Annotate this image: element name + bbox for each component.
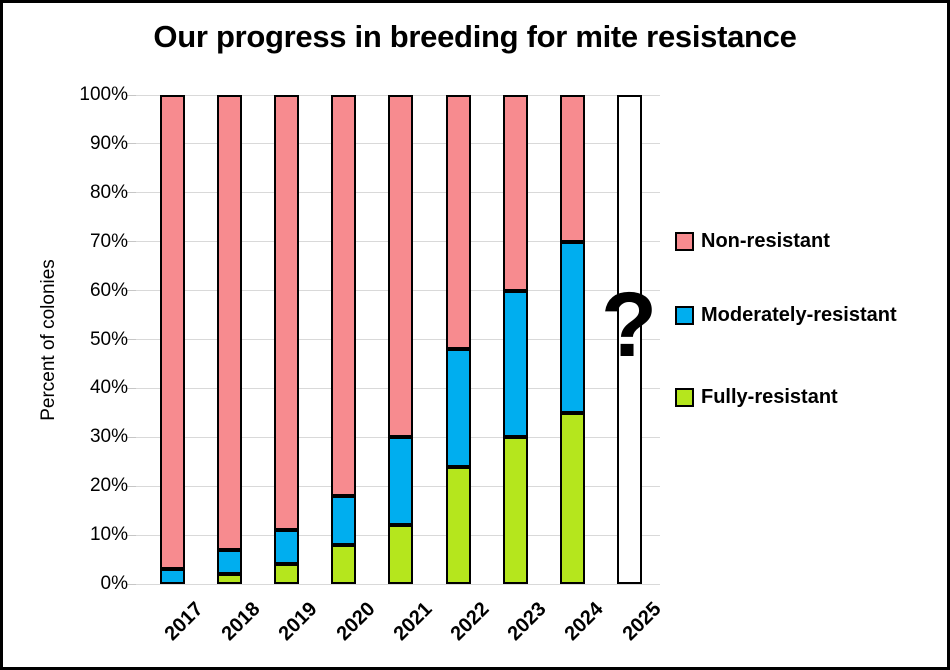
bar-segment-fully-resistant bbox=[559, 412, 585, 584]
bar-segment-moderately-resistant bbox=[445, 349, 471, 467]
legend-item: Non-resistant bbox=[675, 229, 830, 253]
question-mark-annotation: ? bbox=[600, 274, 658, 376]
x-axis-tick-label: 2023 bbox=[503, 598, 551, 646]
y-axis-tick-label: 100% bbox=[79, 84, 128, 105]
legend-item: Moderately-resistant bbox=[675, 303, 897, 327]
bar-segment-fully-resistant bbox=[502, 437, 528, 584]
y-axis-tick bbox=[126, 436, 136, 438]
y-axis-tick bbox=[126, 583, 136, 585]
y-axis-tick-label: 80% bbox=[89, 181, 128, 203]
y-axis-tick-label: 20% bbox=[89, 475, 128, 497]
y-axis-tick bbox=[126, 387, 136, 389]
y-axis-tick bbox=[126, 290, 136, 292]
bar-segment-fully-resistant bbox=[331, 544, 357, 584]
bar-segment-moderately-resistant bbox=[331, 495, 357, 545]
legend-label: Non-resistant bbox=[701, 229, 830, 252]
x-axis-tick-label: 2018 bbox=[217, 598, 265, 646]
legend-label: Fully-resistant bbox=[701, 385, 838, 408]
bar-segment-non-resistant bbox=[216, 95, 242, 550]
bar-segment-non-resistant bbox=[445, 95, 471, 350]
x-axis-tick-label: 2021 bbox=[389, 598, 437, 646]
x-axis-tick-label: 2020 bbox=[332, 598, 380, 646]
y-axis-tick bbox=[126, 94, 136, 96]
bar-segment-non-resistant bbox=[559, 95, 585, 242]
y-axis-tick bbox=[126, 485, 136, 487]
x-axis-tick-label: 2025 bbox=[618, 598, 666, 646]
legend-label: Moderately-resistant bbox=[701, 303, 897, 326]
y-axis-tick-label: 90% bbox=[89, 132, 128, 154]
legend-swatch-icon bbox=[675, 305, 694, 325]
empty-forecast-bar bbox=[617, 95, 643, 584]
y-axis-tick bbox=[126, 534, 136, 536]
bar-segment-fully-resistant bbox=[388, 525, 414, 584]
legend-swatch-icon bbox=[675, 387, 694, 407]
bar-segment-moderately-resistant bbox=[388, 437, 414, 526]
y-axis-tick-label: 10% bbox=[89, 524, 128, 546]
x-axis-tick-label: 2024 bbox=[560, 598, 608, 646]
bar-segment-non-resistant bbox=[273, 95, 299, 531]
bar-segment-fully-resistant bbox=[445, 466, 471, 584]
y-axis-tick-label: 0% bbox=[100, 573, 128, 594]
y-axis-tick-label: 30% bbox=[89, 426, 128, 448]
y-axis-tick bbox=[126, 192, 136, 194]
x-axis-tick-label: 2022 bbox=[446, 598, 494, 646]
bar-segment-non-resistant bbox=[388, 95, 414, 438]
bar-segment-moderately-resistant bbox=[216, 549, 242, 575]
y-axis-tick-label: 50% bbox=[89, 328, 128, 350]
y-axis-tick-label: 70% bbox=[89, 230, 128, 252]
bar-segment-non-resistant bbox=[331, 95, 357, 496]
y-axis-tick-label: 60% bbox=[89, 279, 128, 301]
y-axis-tick bbox=[126, 339, 136, 340]
x-axis-tick-label: 2017 bbox=[160, 598, 208, 646]
legend-item: Fully-resistant bbox=[675, 385, 838, 409]
y-axis-tick-label: 40% bbox=[89, 377, 128, 399]
bar-segment-moderately-resistant bbox=[559, 241, 585, 413]
bar-segment-moderately-resistant bbox=[159, 569, 185, 584]
bar-segment-moderately-resistant bbox=[502, 290, 528, 438]
gridline bbox=[136, 583, 660, 585]
bar-segment-fully-resistant bbox=[273, 564, 299, 584]
bar-segment-non-resistant bbox=[502, 95, 528, 291]
bar-segment-fully-resistant bbox=[216, 574, 242, 584]
y-axis-tick bbox=[126, 241, 136, 243]
chart-title: Our progress in breeding for mite resist… bbox=[153, 19, 797, 54]
legend-swatch-icon bbox=[675, 231, 694, 251]
y-axis-tick bbox=[126, 143, 136, 145]
bar-segment-moderately-resistant bbox=[273, 530, 299, 565]
x-axis-tick-label: 2019 bbox=[274, 598, 322, 646]
bar-segment-non-resistant bbox=[159, 95, 185, 570]
